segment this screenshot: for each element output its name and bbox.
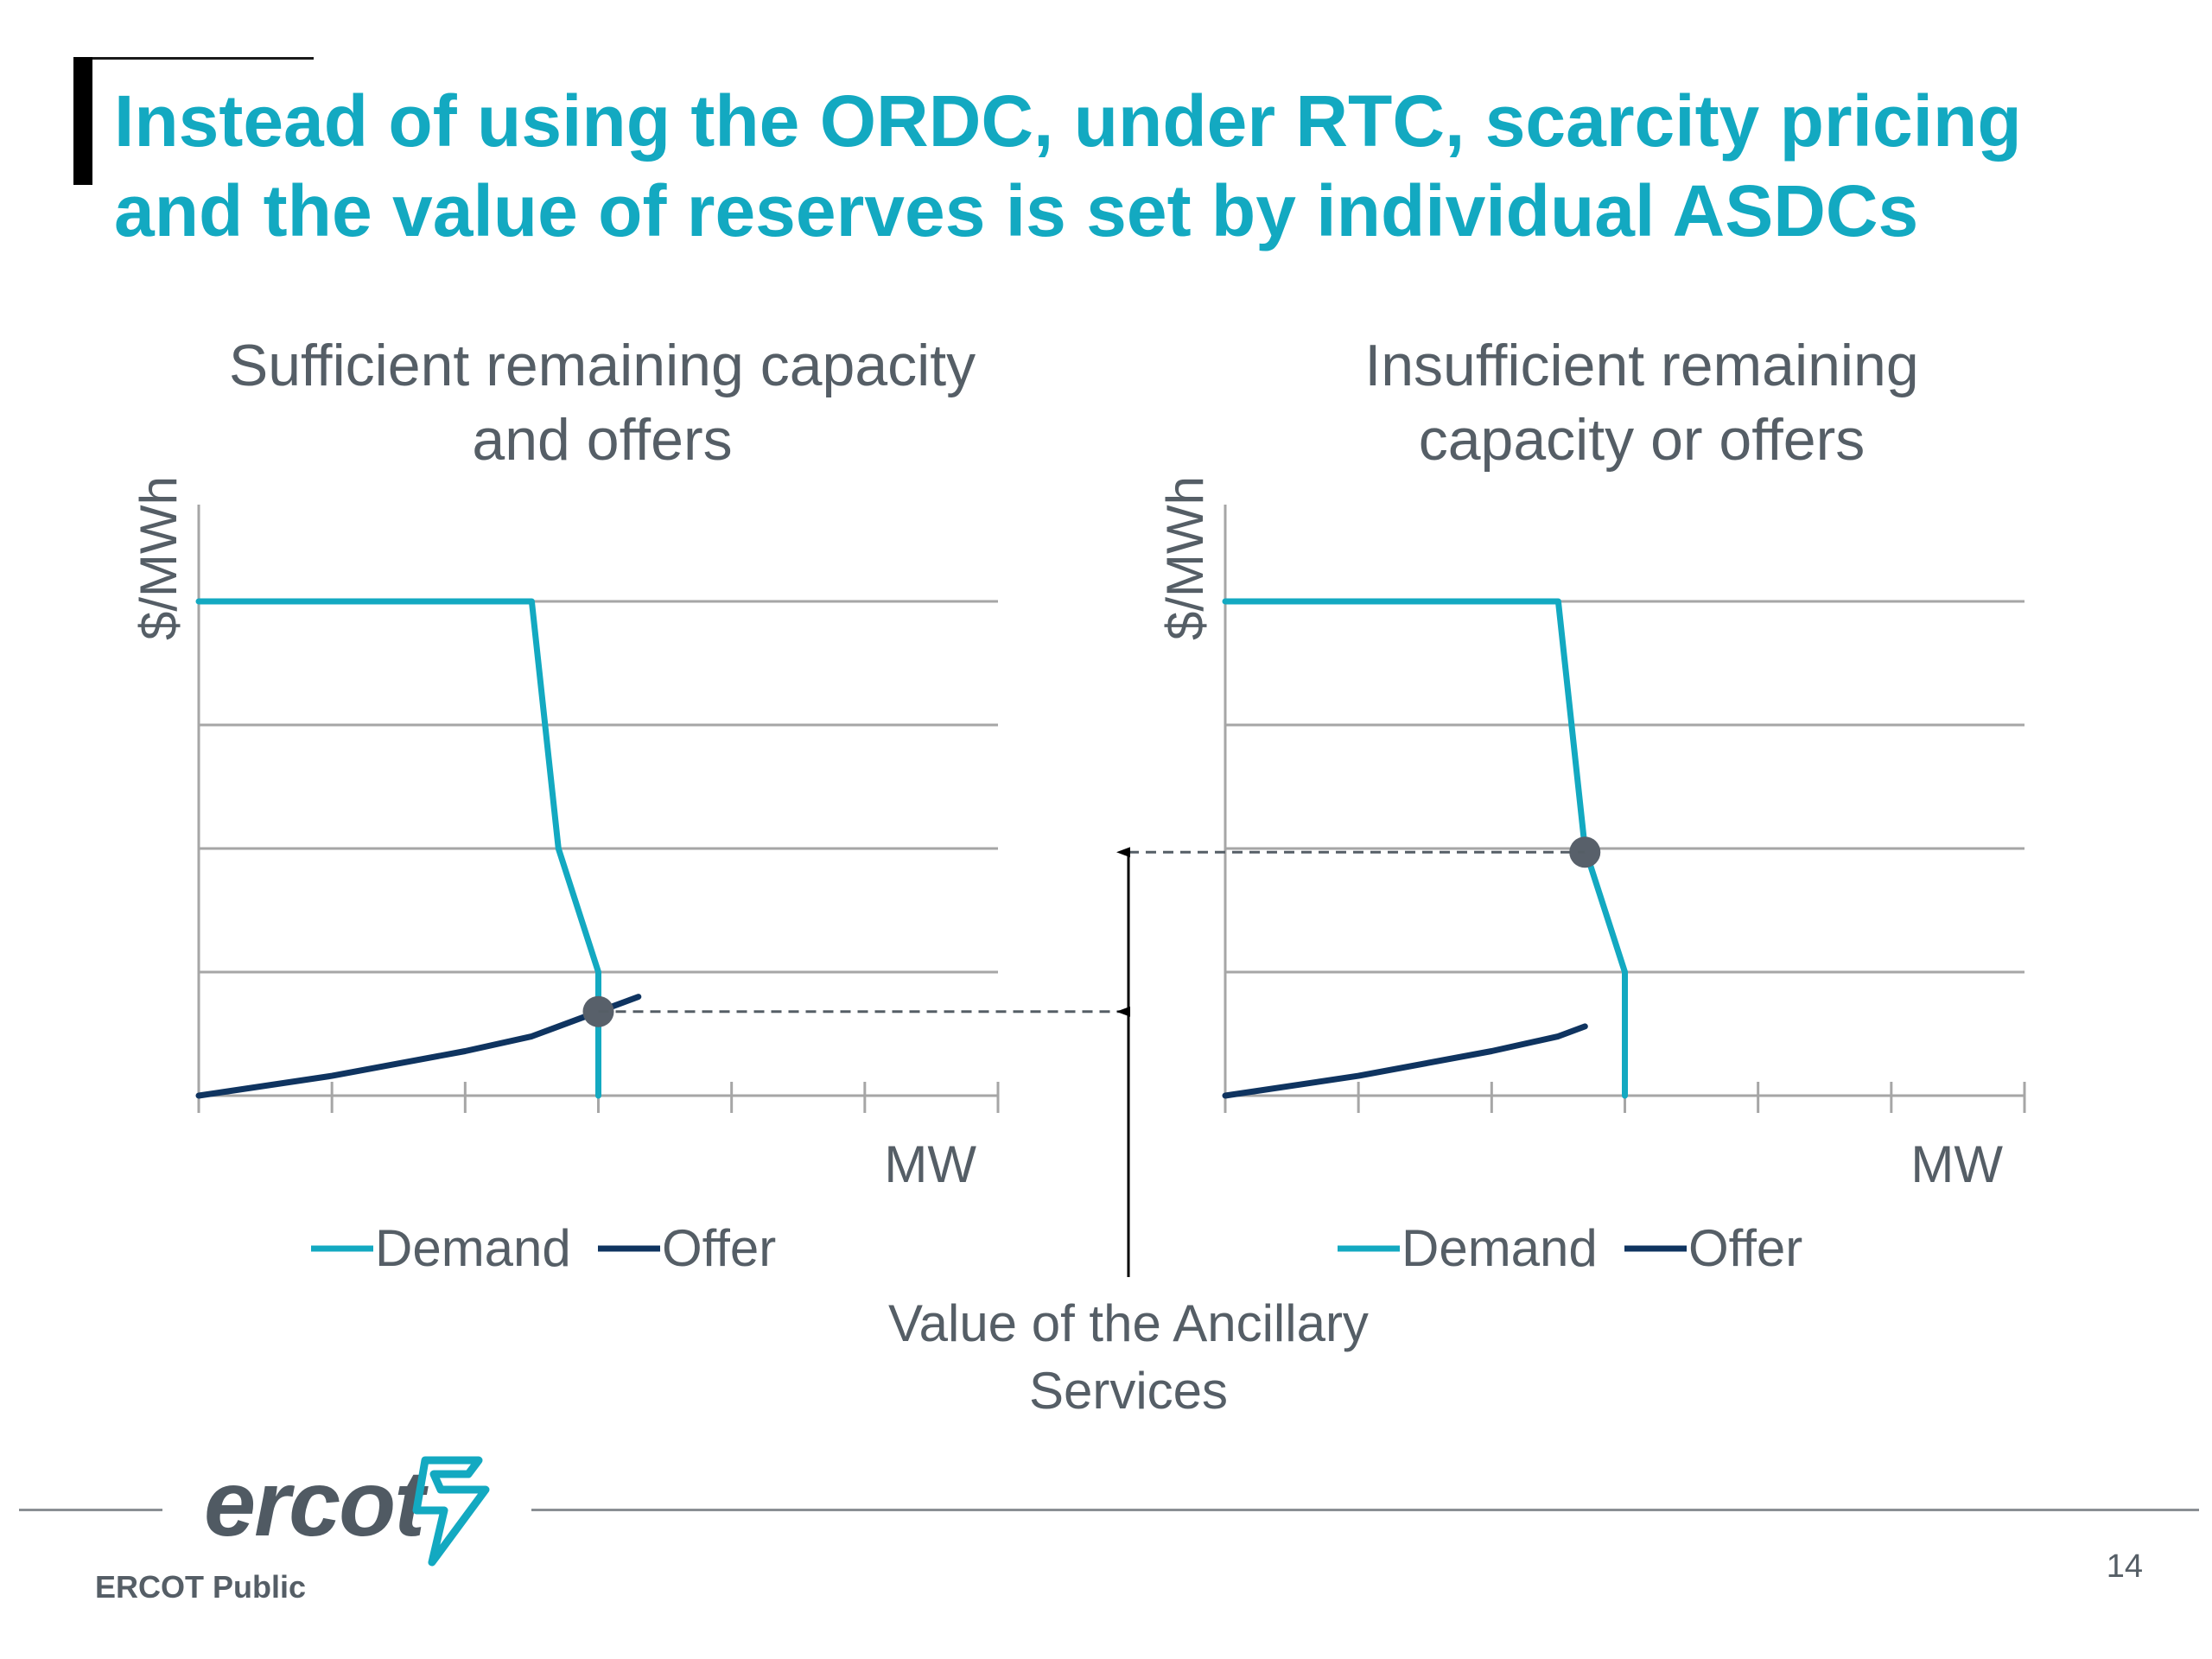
- right-chart-title: Insufficient remaining capacity or offer…: [1364, 333, 1919, 473]
- ercot-logo-bolt-icon: [412, 1456, 490, 1567]
- left-chart-legend-label-demand: Demand: [375, 1219, 571, 1277]
- annotation-label: Value of the Ancillary Services: [888, 1294, 1369, 1420]
- right-chart-legend-label-offer: Offer: [1688, 1219, 1802, 1277]
- left-chart-title: Sufficient remaining capacity and offers: [228, 333, 976, 473]
- title-accent-bar: [73, 57, 92, 185]
- right-chart-xlabel: MW: [1910, 1135, 2003, 1193]
- right-chart-ylabel: $/MWh: [1156, 476, 1214, 640]
- ercot-logo-wordmark: ercot: [204, 1451, 425, 1555]
- right-chart-offer-line: [1222, 1023, 1588, 1099]
- right-chart-legend-label-demand: Demand: [1402, 1219, 1598, 1277]
- footer-rule-right: [531, 1509, 2199, 1511]
- left-chart-offer-line: [195, 994, 642, 1099]
- left-chart-legend-label-offer: Offer: [662, 1219, 776, 1277]
- left-chart-ylabel: $/MWh: [130, 476, 188, 640]
- title-accent-top: [73, 57, 314, 60]
- classification-label: ERCOT Public: [95, 1569, 307, 1605]
- page-number: 14: [2106, 1548, 2143, 1585]
- left-chart-xlabel: MW: [884, 1135, 976, 1193]
- footer-rule-left: [19, 1509, 162, 1511]
- slide-title: Instead of using the ORDC, under RTC, sc…: [114, 80, 2022, 251]
